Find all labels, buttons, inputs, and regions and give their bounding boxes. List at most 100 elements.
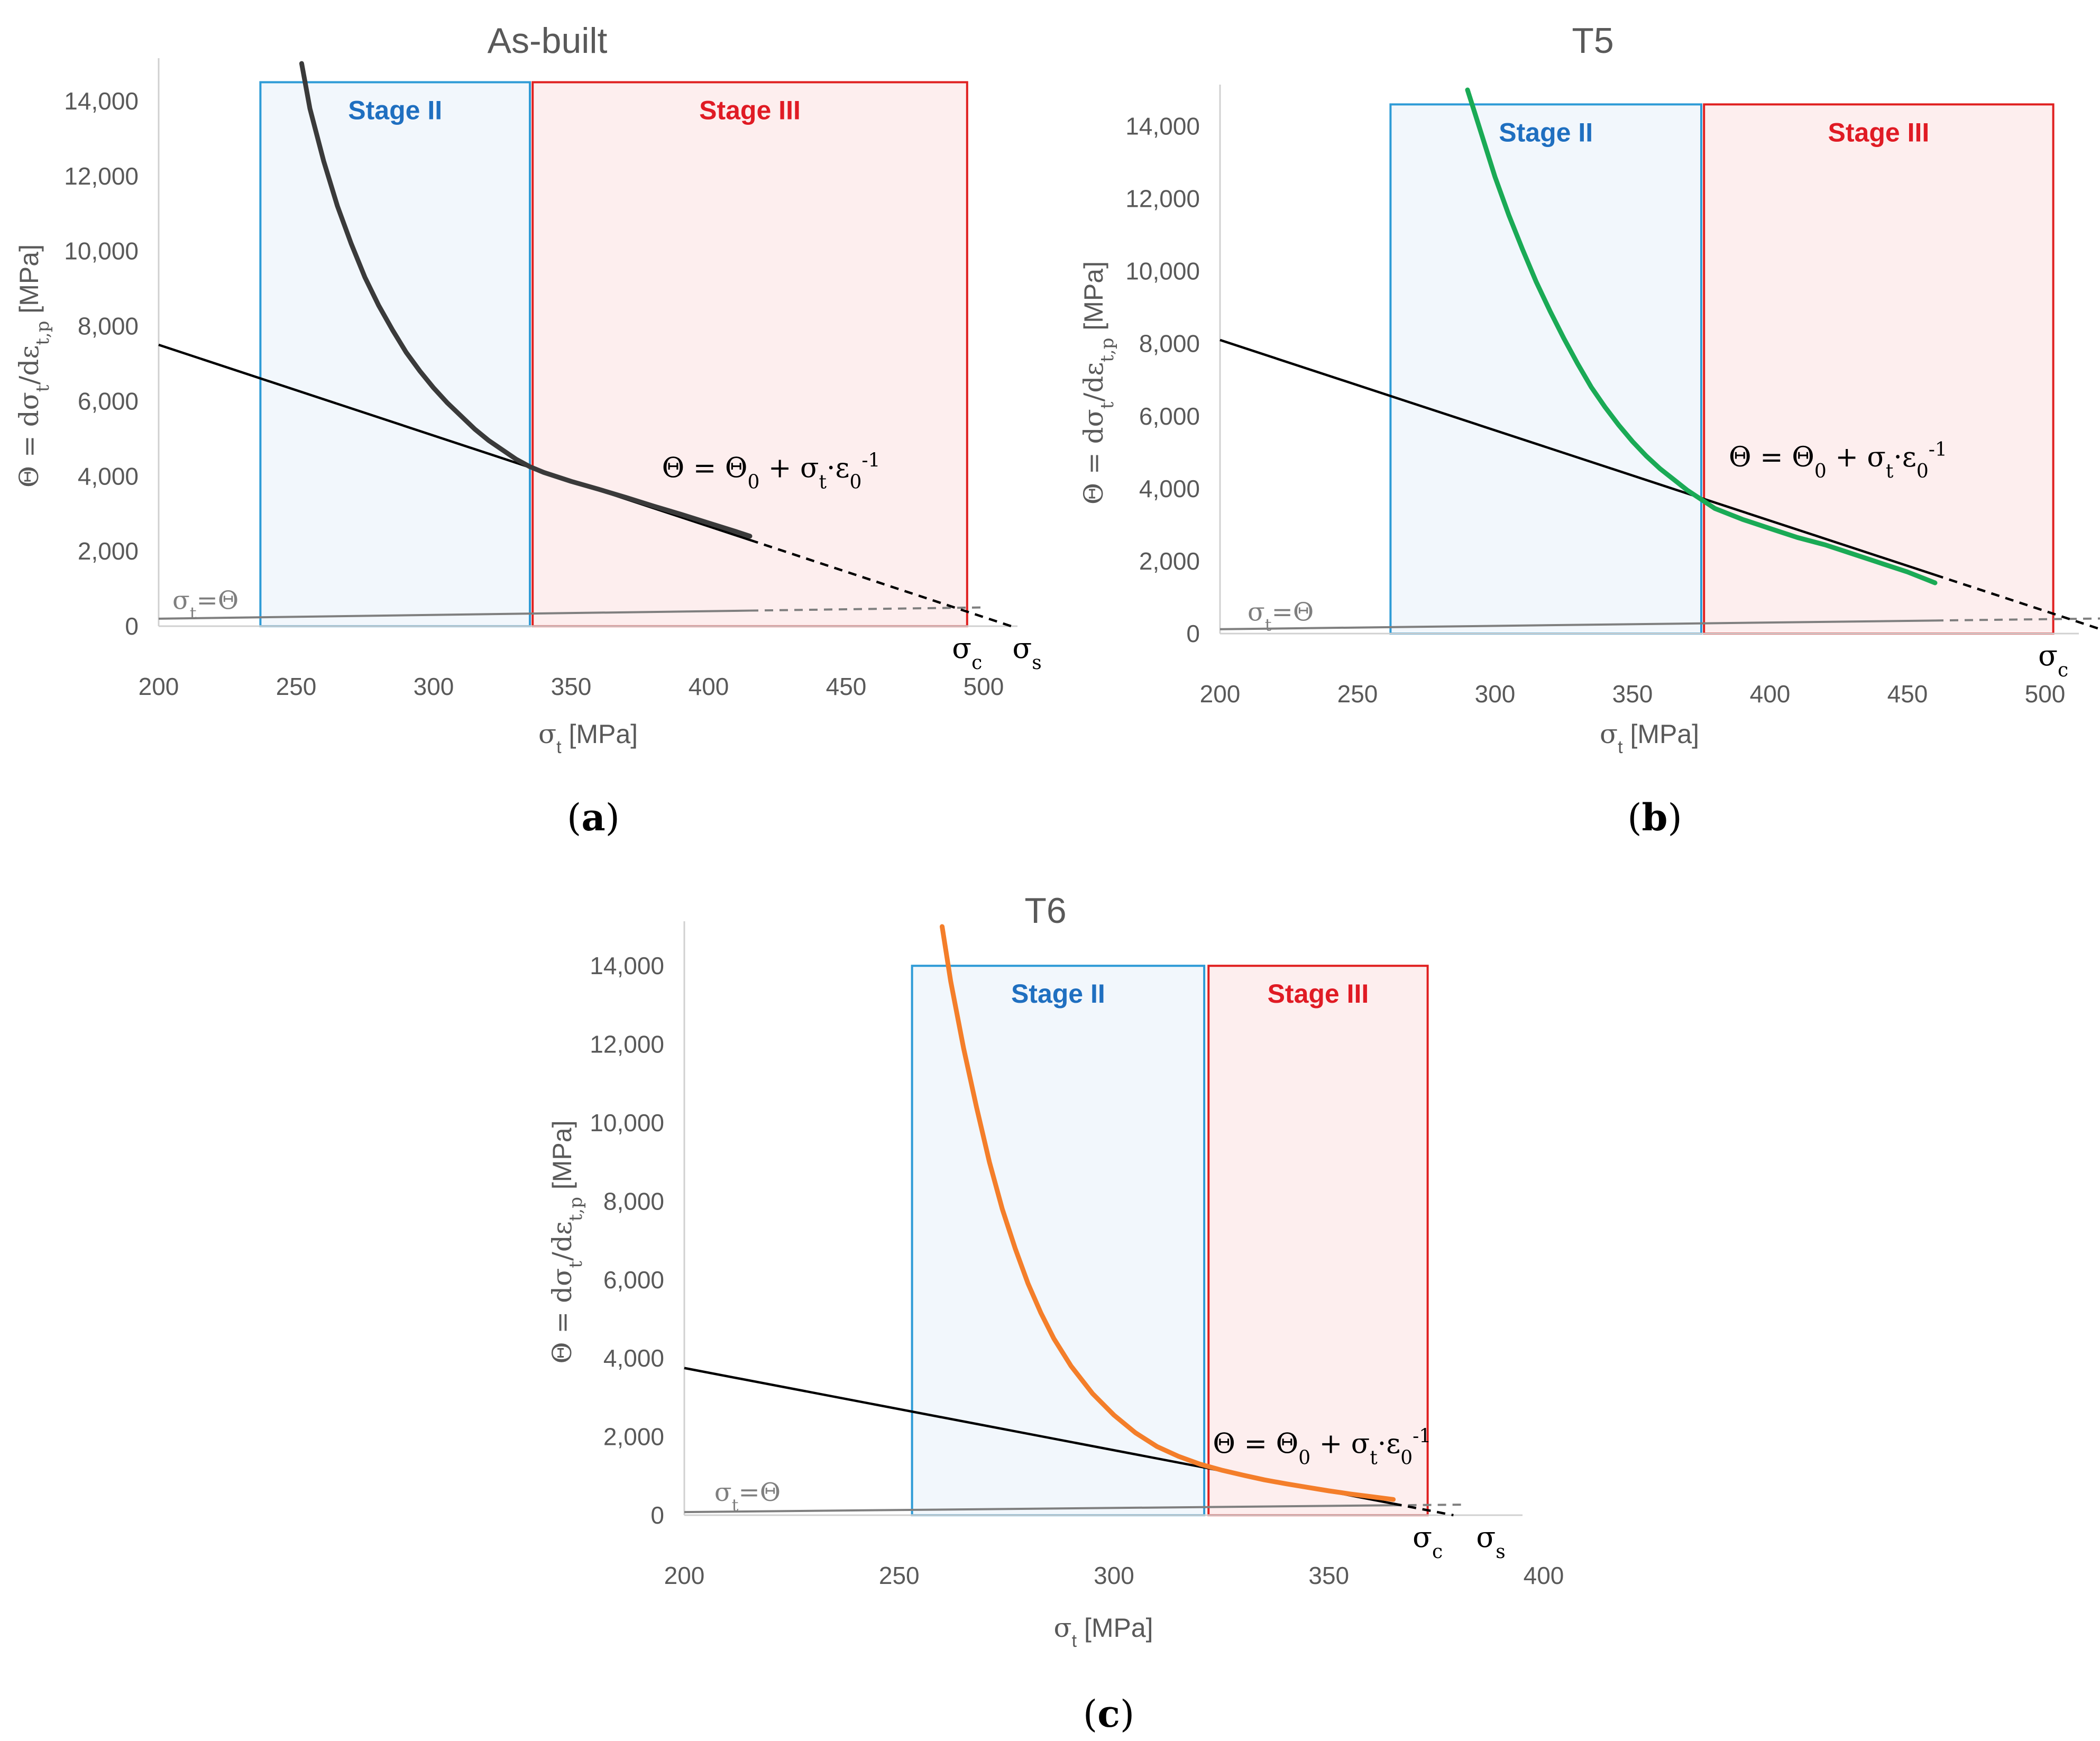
x-tick-label: 300 — [414, 673, 454, 700]
y-axis-part: /dε — [547, 1221, 577, 1261]
chart-title: T6 — [1024, 891, 1066, 931]
x-axis-sub: t — [1618, 737, 1623, 757]
panel-letter-bold: c — [1097, 1692, 1120, 1736]
eq-sup: -1 — [1929, 439, 1947, 461]
y-tick-label: 12,000 — [1125, 185, 1200, 213]
eq-part: + σ — [1827, 442, 1886, 473]
diag-line-label: σt=Θ — [172, 585, 239, 623]
x-axis-unit: [MPa] — [562, 719, 638, 749]
hardening-curve — [940, 924, 1396, 1502]
stage-2-label: Stage II — [348, 95, 442, 125]
sigma-c-main: σ — [2038, 639, 2058, 672]
diag-line-label: σt=Θ — [714, 1478, 781, 1515]
fit-line-dashed — [749, 538, 1012, 628]
y-tick-label: 4,000 — [1139, 475, 1200, 502]
panel-label: (b) — [1627, 795, 1682, 839]
sigma-c-label: σc — [1413, 1520, 1443, 1563]
x-tick-label: 400 — [689, 673, 729, 700]
stage-2-label: Stage II — [1499, 117, 1593, 147]
x-axis-sigma: σ — [1600, 719, 1618, 749]
eq-part: + σ — [759, 453, 819, 484]
y-tick-label: 8,000 — [603, 1187, 664, 1215]
x-tick-label: 250 — [276, 673, 317, 700]
y-axis-sub: t,p — [32, 320, 53, 345]
chart-panel-c: T6 Stage II Stage III 200 250 300 350 400 0 2,000… — [547, 891, 1564, 1736]
eq-sub: 0 — [1298, 1447, 1310, 1469]
eq-sub: 0 — [1814, 461, 1827, 482]
y-tick-label: 10,000 — [590, 1109, 664, 1137]
y-axis-unit: [MPa] — [547, 1121, 577, 1197]
x-axis-label: σt [MPa] — [538, 719, 638, 757]
eq-sub: 0 — [1916, 461, 1929, 482]
panel-paren: ( — [1627, 796, 1642, 839]
y-tick-label: 14,000 — [64, 87, 139, 115]
eq-sub: 0 — [849, 471, 861, 493]
sigma-s-label: σs — [1012, 631, 1041, 674]
eq-part: Θ = Θ — [1729, 442, 1814, 473]
y-tick-label: 2,000 — [78, 537, 139, 565]
sigma-c-main: σ — [1413, 1520, 1432, 1554]
chart-title: As-built — [488, 21, 608, 61]
chart-panel-b: T5 Stage II Stage III 200 250 300 350 400 450 500… — [1078, 21, 2100, 839]
sigma-s-main: σ — [1476, 1520, 1496, 1554]
y-tick-label: 10,000 — [1125, 258, 1200, 285]
diag-line-solid — [684, 1504, 1393, 1514]
y-axis-sub: t — [32, 384, 53, 392]
panel-paren: ) — [1667, 796, 1682, 839]
y-tick-label: 8,000 — [1139, 330, 1200, 358]
chart-panel-a: As-built Stage II Stage III 200 250 300 350 400… — [14, 21, 1042, 839]
diag-label-part: =Θ — [739, 1478, 781, 1507]
y-axis-part: /dε — [1078, 362, 1109, 402]
sigma-s-main: σ — [1012, 631, 1032, 665]
eq-sub: 0 — [1400, 1447, 1413, 1469]
diag-label-sub: t — [1265, 615, 1272, 635]
y-tick-label: 0 — [650, 1501, 664, 1529]
panel-paren: ( — [1083, 1692, 1097, 1736]
x-axis-sub: t — [1072, 1631, 1077, 1651]
eq-sub: t — [1370, 1447, 1378, 1469]
y-tick-label: 6,000 — [603, 1266, 664, 1294]
y-tick-label: 8,000 — [78, 313, 139, 340]
sigma-s-sub: s — [1496, 1541, 1505, 1563]
panel-label: (c) — [1083, 1692, 1134, 1736]
y-tick-label: 4,000 — [603, 1344, 664, 1372]
x-tick-label: 350 — [1612, 680, 1653, 708]
stage-3-label: Stage III — [1828, 117, 1930, 147]
eq-sub: 0 — [747, 471, 759, 493]
panel-label: (a) — [567, 795, 620, 839]
panel-letter-bold: a — [581, 795, 605, 839]
diag-label-part: =Θ — [1272, 598, 1314, 627]
eq-part: + σ — [1310, 1428, 1370, 1460]
x-tick-label: 400 — [1524, 1562, 1564, 1589]
x-tick-label: 200 — [1200, 680, 1241, 708]
y-axis-sub: t — [565, 1261, 586, 1268]
y-tick-label: 2,000 — [1139, 547, 1200, 575]
x-axis-unit: [MPa] — [1077, 1613, 1153, 1643]
y-axis-sub: t,p — [1097, 337, 1118, 362]
y-tick-label: 4,000 — [78, 462, 139, 490]
y-tick-label: 12,000 — [64, 162, 139, 190]
y-axis-unit: [MPa] — [1079, 261, 1108, 337]
stage-3-label: Stage III — [1268, 979, 1369, 1009]
y-tick-label: 10,000 — [64, 237, 139, 265]
equation-annotation: Θ = Θ0 + σt·ε0-1 — [1213, 1425, 1431, 1469]
stage-3-region — [1703, 103, 2055, 635]
y-axis-sub: t — [1097, 401, 1118, 409]
fit-line-dashed — [1934, 573, 2100, 630]
fit-line-dashed — [1393, 1502, 1454, 1517]
sigma-s-sub: s — [1032, 652, 1041, 674]
x-tick-label: 300 — [1094, 1562, 1134, 1589]
diag-line-label: σt=Θ — [1248, 598, 1314, 635]
x-tick-label: 350 — [1308, 1562, 1349, 1589]
stage-2-label: Stage II — [1011, 979, 1105, 1009]
eq-part: Θ = Θ — [662, 453, 748, 484]
x-axis-label: σt [MPa] — [1600, 719, 1699, 757]
x-tick-label: 500 — [2025, 680, 2066, 708]
y-axis-sub: t,p — [565, 1197, 586, 1221]
y-axis-part: Θ = dσ — [1078, 409, 1109, 505]
stage-2-region — [259, 81, 531, 627]
x-axis-sub: t — [556, 737, 562, 757]
y-tick-label: 6,000 — [1139, 402, 1200, 430]
y-tick-label: 0 — [1186, 620, 1200, 647]
